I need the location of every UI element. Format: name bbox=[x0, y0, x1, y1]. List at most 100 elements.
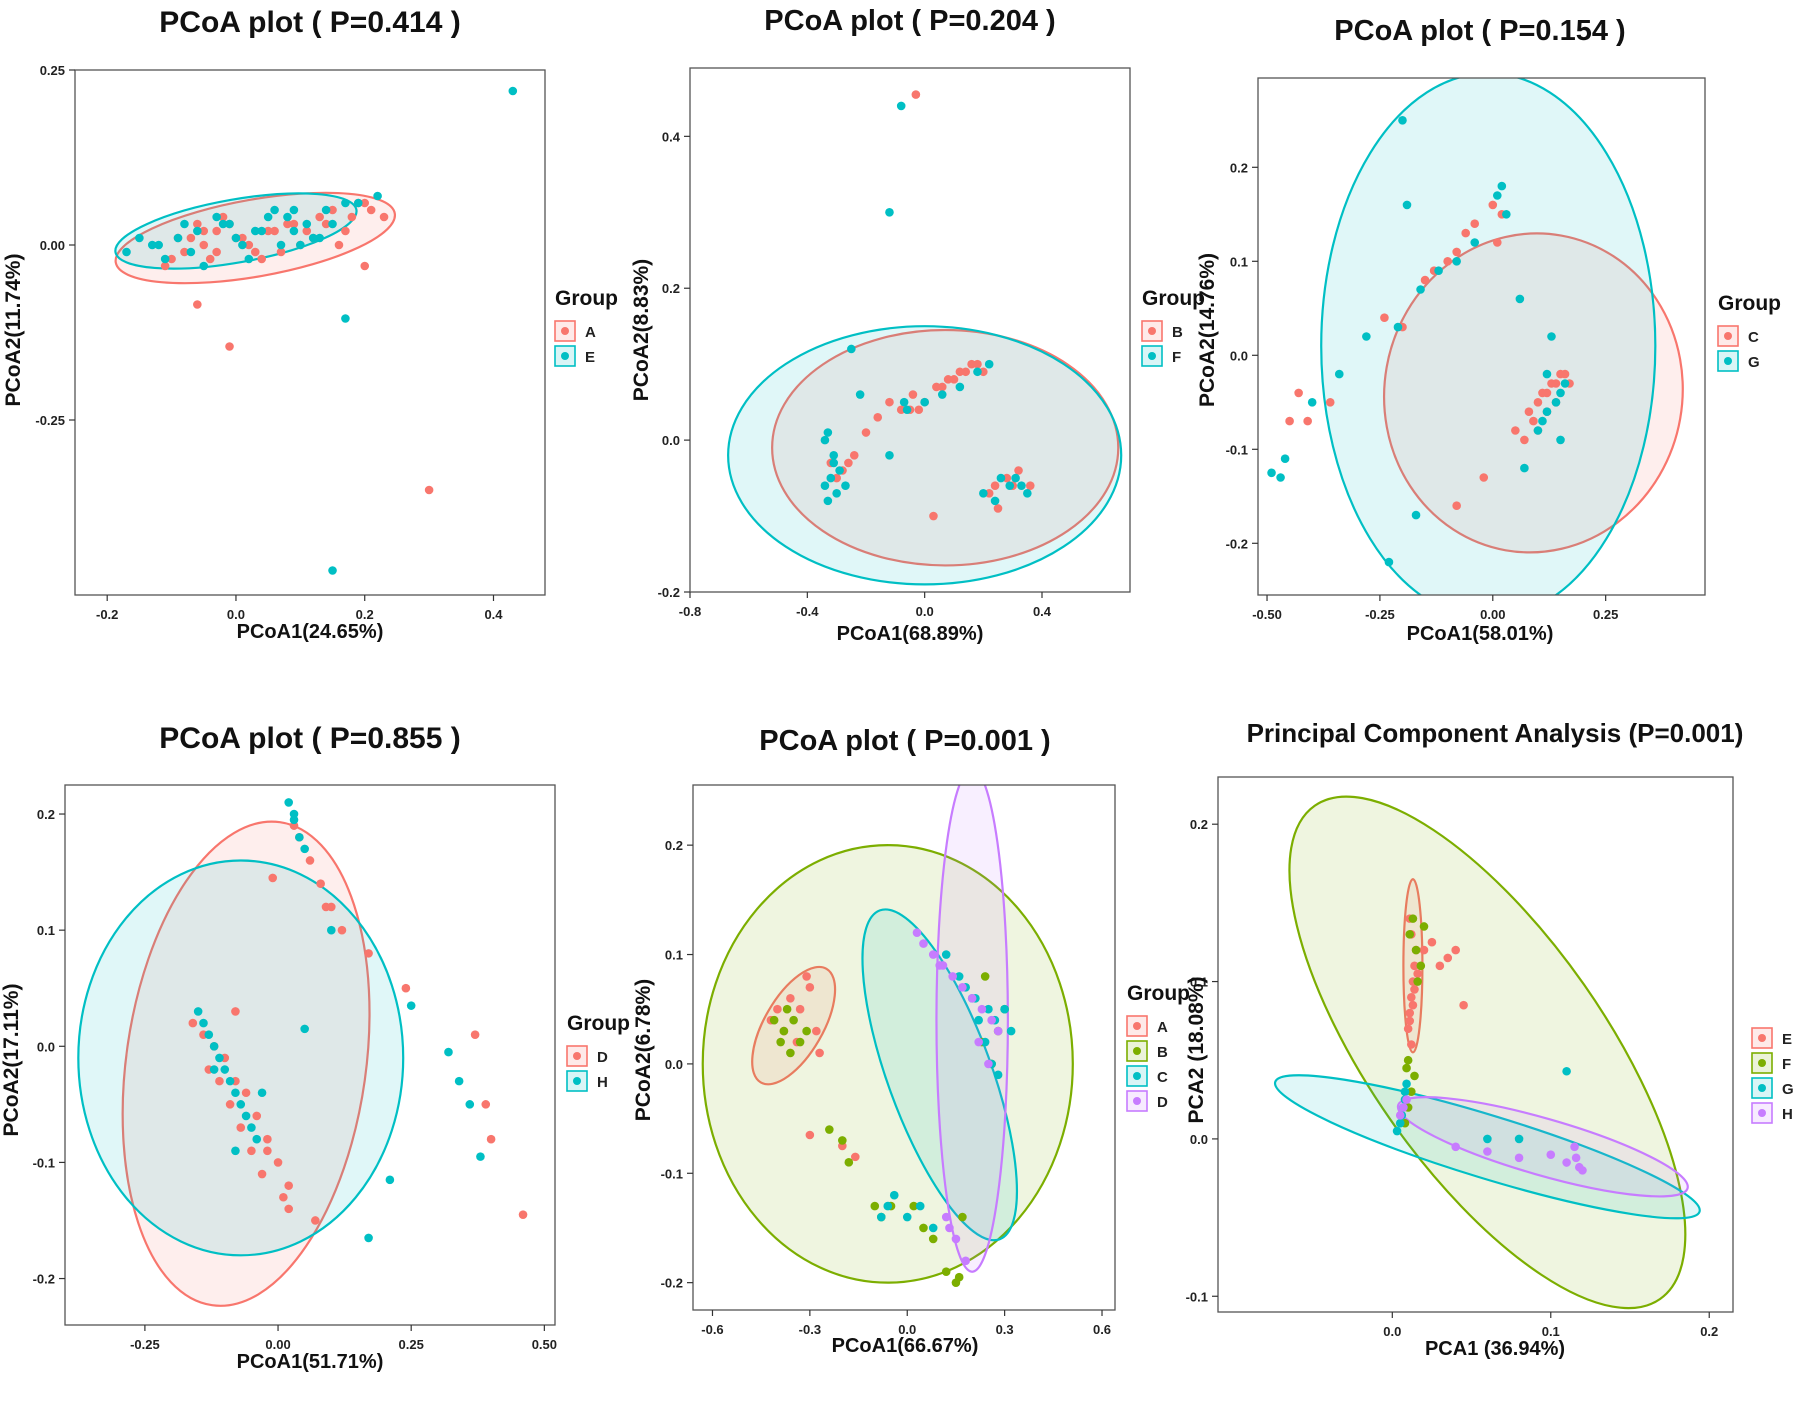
point-d bbox=[247, 1146, 256, 1156]
point-e bbox=[508, 86, 518, 96]
point-c bbox=[1443, 257, 1452, 266]
x-tick-label: 0.00 bbox=[265, 1337, 290, 1352]
point-h bbox=[444, 1047, 453, 1057]
legend-title: Group bbox=[1127, 982, 1190, 1005]
x-tick-label: -0.4 bbox=[796, 604, 819, 619]
legend-marker bbox=[561, 352, 569, 360]
point-e bbox=[353, 198, 363, 208]
point-g bbox=[1502, 210, 1511, 219]
point-e bbox=[218, 219, 228, 229]
x-axis-label: PCA1 (36.94%) bbox=[1425, 1338, 1565, 1360]
point-c bbox=[1420, 275, 1430, 285]
point-c bbox=[1303, 416, 1312, 426]
point-f bbox=[1403, 1055, 1413, 1065]
ellipse-a bbox=[751, 965, 837, 1086]
point-h bbox=[1546, 1150, 1556, 1159]
point-g bbox=[1393, 322, 1403, 332]
point-a bbox=[250, 247, 260, 257]
y-axis-label: PCoA2(11.74%) bbox=[2, 254, 25, 407]
y-tick-label: -0.1 bbox=[1226, 442, 1248, 457]
point-a bbox=[212, 226, 221, 236]
point-c bbox=[915, 1201, 925, 1211]
y-tick-label: -0.1 bbox=[661, 1166, 683, 1181]
point-h bbox=[247, 1123, 256, 1132]
x-tick-label: -0.50 bbox=[1252, 607, 1282, 622]
point-e bbox=[1403, 1024, 1413, 1034]
point-e bbox=[257, 226, 267, 236]
point-e bbox=[1405, 1008, 1415, 1018]
point-g bbox=[1411, 510, 1421, 520]
plot-area bbox=[77, 798, 528, 1307]
point-h bbox=[1514, 1153, 1524, 1163]
x-tick-label: -0.2 bbox=[96, 607, 118, 622]
x-axis-label: PCoA1(58.01%) bbox=[1407, 623, 1554, 645]
point-f bbox=[885, 207, 894, 217]
point-f bbox=[1413, 977, 1422, 986]
point-c bbox=[889, 1190, 899, 1200]
point-a bbox=[773, 1004, 782, 1014]
point-a bbox=[218, 212, 228, 222]
ellipse-h bbox=[77, 859, 405, 1257]
point-g bbox=[1400, 1087, 1410, 1097]
point-g bbox=[1533, 426, 1543, 435]
point-g bbox=[1562, 1066, 1571, 1076]
point-c bbox=[1325, 398, 1335, 407]
point-a bbox=[360, 261, 370, 271]
point-a bbox=[270, 226, 279, 236]
point-a bbox=[424, 485, 434, 495]
legend-marker bbox=[1133, 1072, 1141, 1080]
point-d bbox=[945, 1223, 954, 1233]
y-axis-label: PCoA2(17.11%) bbox=[0, 984, 23, 1137]
y-tick-label: -0.2 bbox=[1226, 536, 1248, 551]
point-h bbox=[364, 1233, 373, 1243]
point-a bbox=[315, 212, 324, 222]
point-e bbox=[193, 226, 202, 236]
point-b bbox=[849, 451, 859, 460]
x-tick-label: 0.6 bbox=[1093, 1322, 1111, 1337]
chart-panel-3: PCoA plot ( P=0.154 ) -0.50 -0.25 0.00 0.25 -… bbox=[1196, 15, 1781, 645]
point-d bbox=[316, 879, 325, 889]
point-h bbox=[236, 1100, 246, 1109]
legend-marker bbox=[1758, 1109, 1766, 1117]
point-h bbox=[476, 1152, 485, 1161]
x-tick-label: 0.3 bbox=[996, 1322, 1014, 1337]
point-c bbox=[883, 1201, 893, 1211]
point-a bbox=[225, 342, 234, 351]
point-a bbox=[289, 219, 299, 229]
point-d bbox=[401, 983, 411, 993]
point-e bbox=[270, 205, 279, 215]
point-f bbox=[885, 451, 894, 460]
x-tick-label: 0.2 bbox=[1700, 1324, 1718, 1339]
chart-panel-1: PCoA plot ( P=0.414 ) -0.2 0.0 0.2 0.4 -0.25 0… bbox=[2, 6, 618, 643]
point-e bbox=[1413, 969, 1422, 978]
point-d bbox=[305, 856, 315, 865]
point-f bbox=[984, 359, 994, 369]
point-a bbox=[283, 219, 292, 229]
point-a bbox=[805, 983, 815, 992]
point-e bbox=[1408, 1000, 1418, 1010]
point-e bbox=[186, 247, 196, 257]
chart-panel-2: PCoA plot ( P=0.204 ) -0.8 -0.4 0.0 0.4 -0.2 0… bbox=[630, 5, 1205, 645]
y-tick-label: 0.2 bbox=[1190, 817, 1208, 832]
y-tick-label: 0.2 bbox=[662, 281, 680, 296]
point-g bbox=[1556, 388, 1565, 398]
point-b bbox=[844, 1158, 854, 1167]
plot-frame bbox=[1217, 776, 1734, 1313]
point-b bbox=[870, 1201, 880, 1211]
point-f bbox=[823, 496, 833, 506]
point-h bbox=[231, 1088, 240, 1098]
point-g bbox=[1493, 191, 1502, 200]
point-c bbox=[1520, 435, 1529, 445]
point-h bbox=[1578, 1166, 1587, 1175]
point-b bbox=[941, 1267, 951, 1277]
chart-panel-6: Principal Component Analysis (P=0.001) 0.… bbox=[1185, 718, 1794, 1360]
y-axis-label: PCoA2(8.83%) bbox=[630, 259, 653, 401]
point-d bbox=[941, 1212, 951, 1222]
point-b bbox=[782, 1004, 792, 1014]
point-e bbox=[1419, 945, 1429, 955]
point-b bbox=[961, 367, 971, 377]
point-e bbox=[135, 233, 144, 243]
point-c bbox=[1285, 416, 1294, 426]
legend-label-h: H bbox=[1782, 1106, 1793, 1123]
point-f bbox=[955, 382, 965, 392]
